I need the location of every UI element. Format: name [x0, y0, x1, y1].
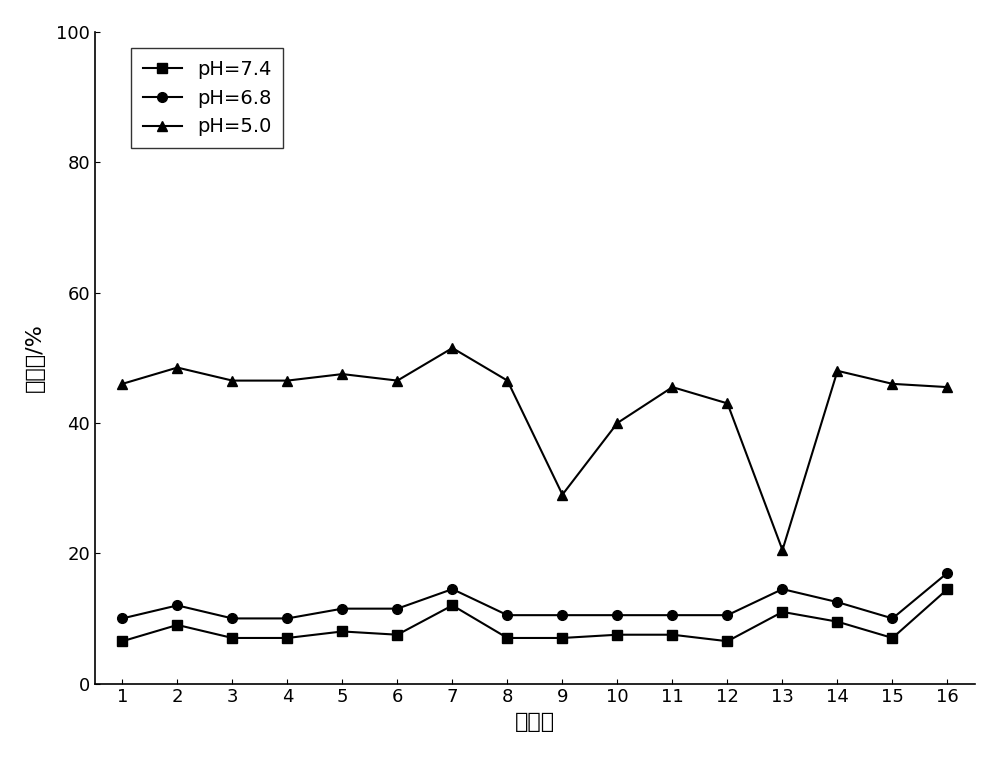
- Legend: pH=7.4, pH=6.8, pH=5.0: pH=7.4, pH=6.8, pH=5.0: [131, 48, 283, 148]
- Y-axis label: 释放率/%: 释放率/%: [25, 323, 45, 392]
- X-axis label: 实施例: 实施例: [515, 712, 555, 732]
